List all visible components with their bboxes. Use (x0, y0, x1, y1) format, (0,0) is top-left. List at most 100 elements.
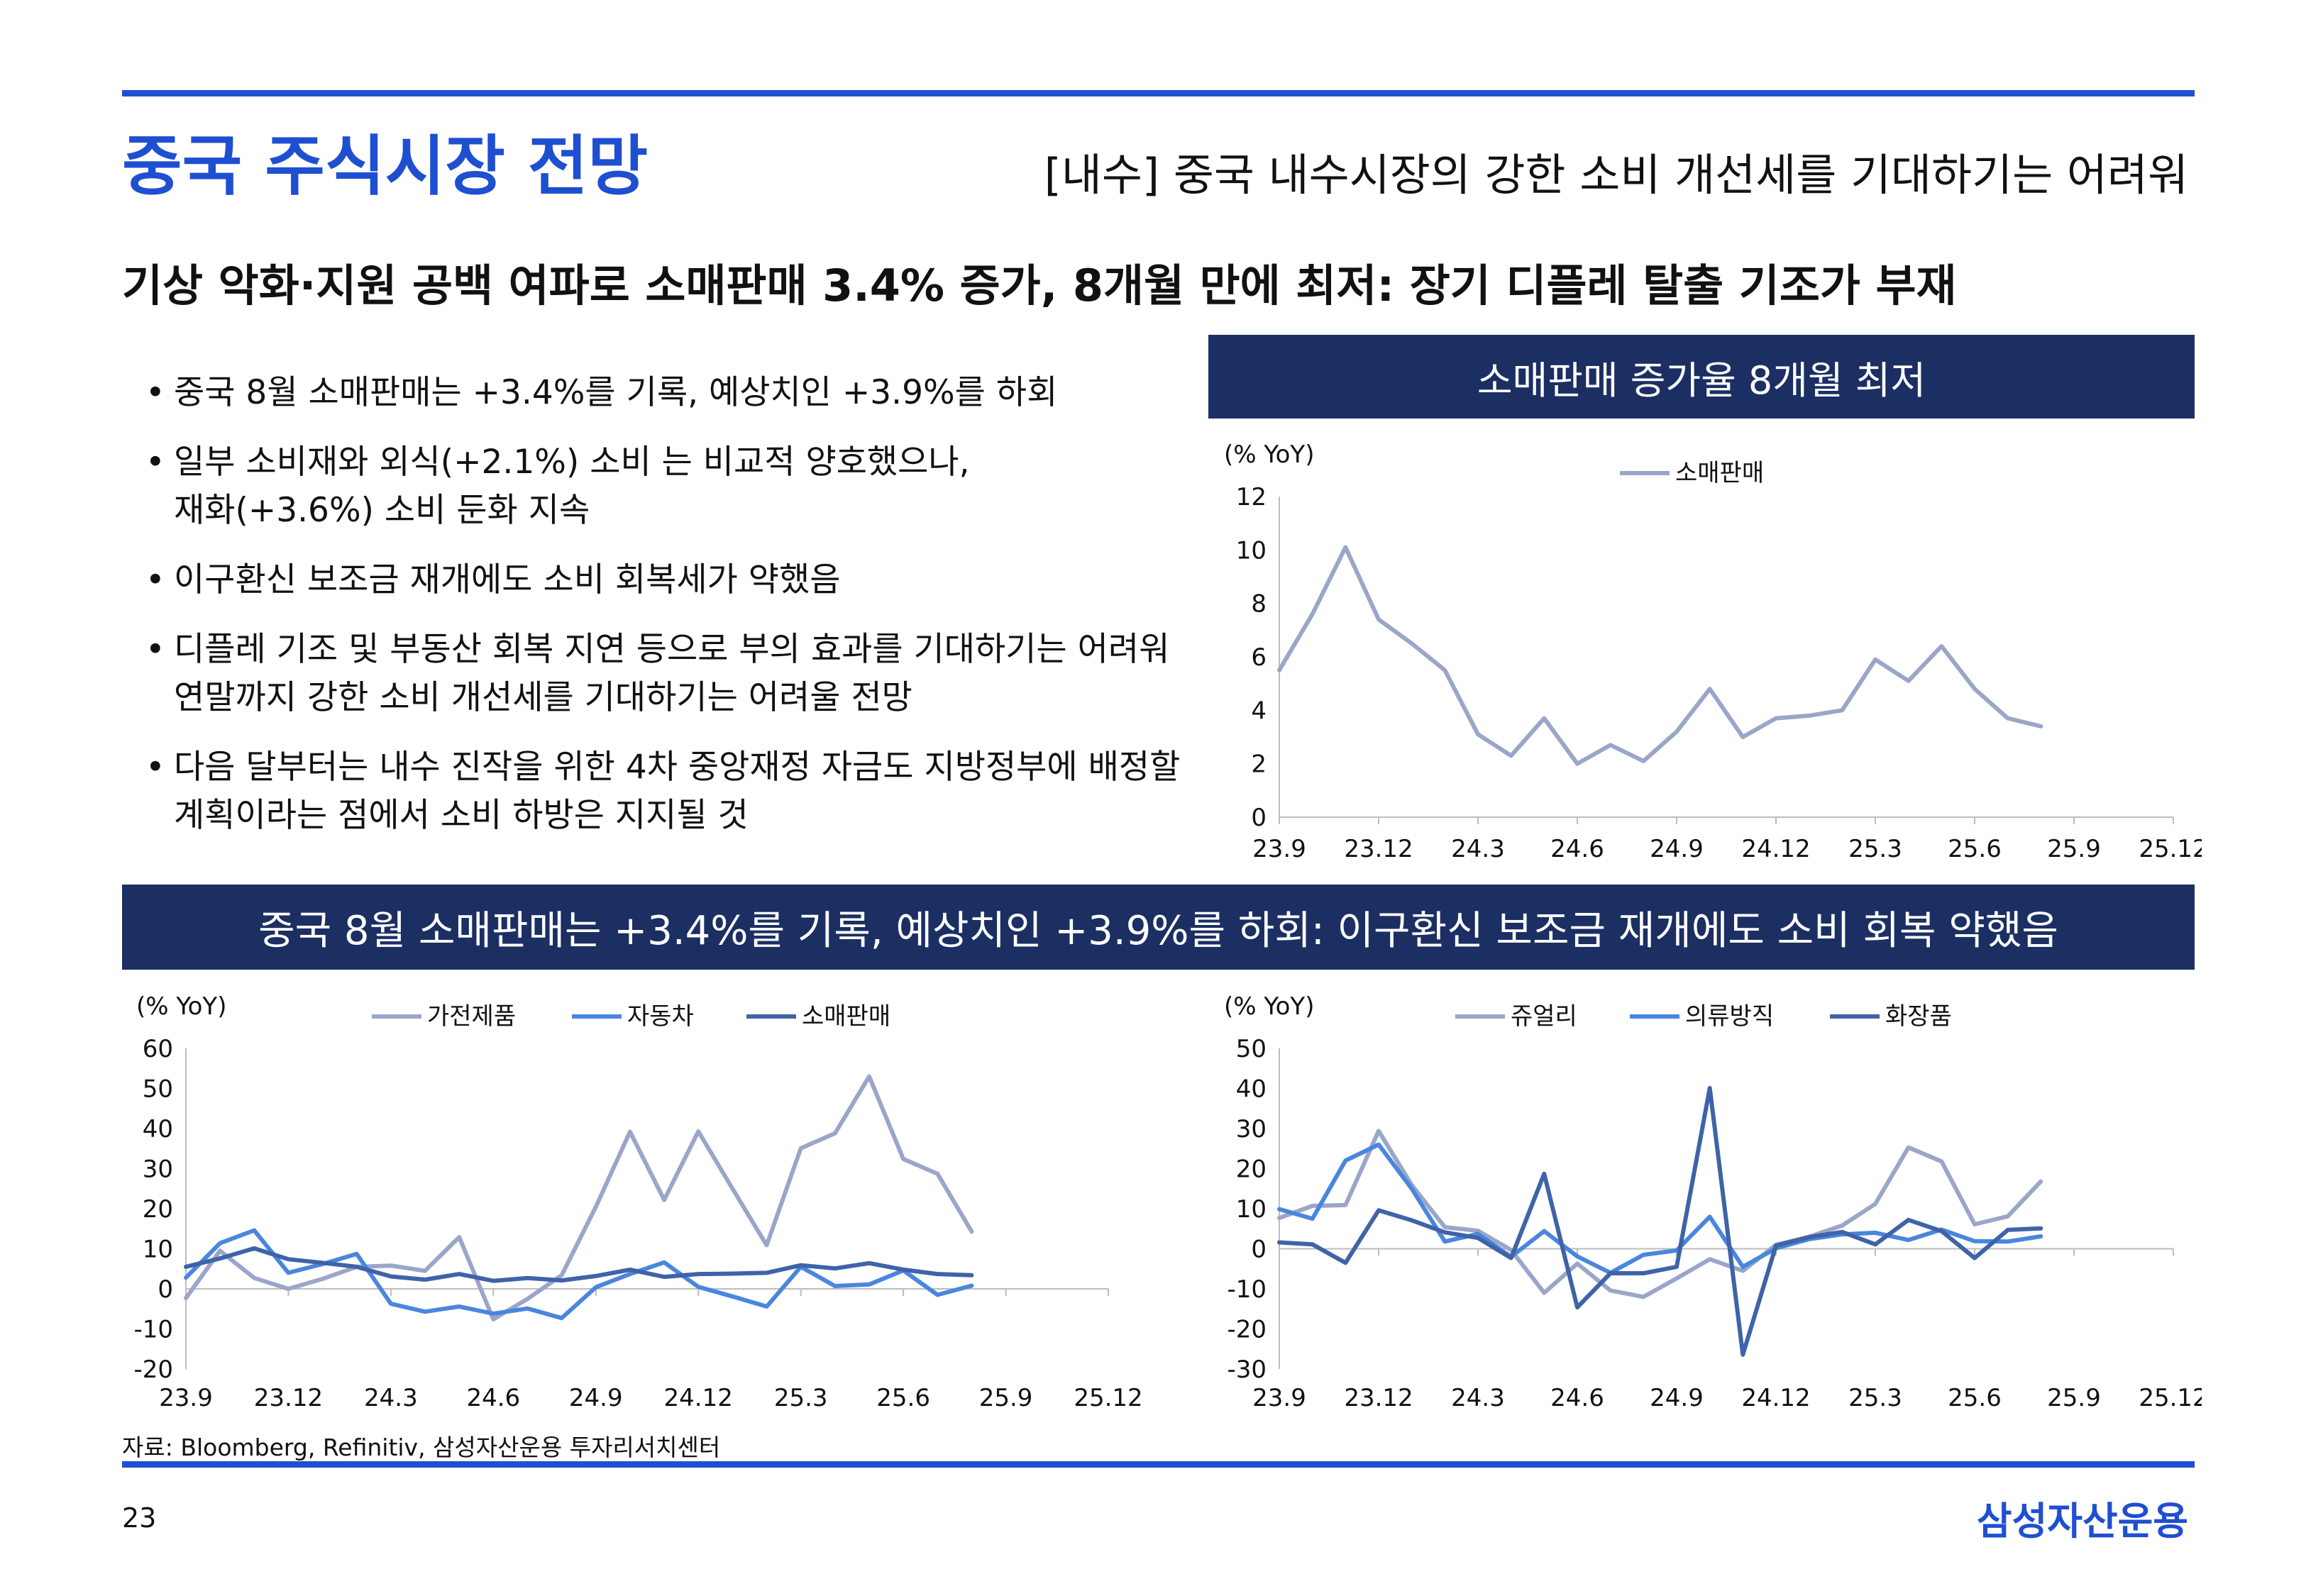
bullet-dot: • (145, 560, 165, 599)
x-tick-label: 25.3 (1848, 1384, 1902, 1412)
y-tick-label: 0 (1251, 1236, 1267, 1264)
x-tick-label: 24.3 (1451, 835, 1505, 863)
section-title: [내수] 중국 내수시장의 강한 소비 개선세를 기대하기는 어려워 (1044, 149, 2188, 201)
x-tick-label: 25.6 (876, 1384, 930, 1412)
source-note: 자료: Bloomberg, Refinitiv, 삼성자산운용 투자리서치센터 (122, 1434, 721, 1461)
bullet-list: • 중국 8월 소매판매는 +3.4%를 기록, 예상치인 +3.9%를 하회 • 일… (145, 369, 1188, 861)
y-tick-label: 20 (143, 1195, 173, 1224)
legend-label: 화장품 (1885, 1002, 1952, 1031)
x-tick-label: 25.12 (1074, 1384, 1142, 1412)
x-tick-label: 25.6 (1948, 1384, 2002, 1412)
legend-label: 소매판매 (802, 1002, 890, 1031)
series-line-2 (184, 1246, 974, 1283)
lower-charts-banner: 중국 8월 소매판매는 +3.4%를 기록, 예상치인 +3.9%를 하회: 이… (122, 885, 2195, 970)
x-tick-label: 23.9 (1252, 1384, 1306, 1412)
series-line-1 (184, 1228, 974, 1321)
y-tick-label: 6 (1251, 643, 1267, 672)
x-tick-label: 24.12 (1741, 1384, 1810, 1412)
bullet-item: • 이구환신 보조금 재개에도 소비 회복세가 약했음 (145, 556, 1188, 604)
x-tick-label: 25.9 (979, 1384, 1033, 1412)
bullet-text: 디플레 기조 및 부동산 회복 지연 등으로 부의 효과를 기대하기는 어려워 (174, 630, 1170, 669)
bullet-text: 일부 소비재와 외식(+2.1%) 소비 는 비교적 양호했으나, (174, 443, 970, 482)
brand-logo: 삼성자산운용 (1976, 1499, 2188, 1544)
x-tick-label: 24.9 (1650, 835, 1704, 863)
bullet-item: • 디플레 기조 및 부동산 회복 지연 등으로 부의 효과를 기대하기는 어려워… (145, 626, 1188, 722)
y-tick-label: 30 (1236, 1115, 1267, 1143)
y-tick-label: 60 (143, 1035, 173, 1063)
legend-label: 쥬얼리 (1511, 1002, 1577, 1031)
x-tick-label: 24.12 (1741, 835, 1810, 863)
y-tick-label: 12 (1236, 483, 1267, 511)
legend-label: 소매판매 (1675, 459, 1764, 487)
x-tick-label: 25.12 (2139, 835, 2202, 863)
y-tick-label: 8 (1251, 590, 1267, 619)
legend-label: 가전제품 (427, 1002, 516, 1031)
y-tick-label: -10 (1227, 1275, 1267, 1304)
x-tick-label: 24.9 (569, 1384, 623, 1412)
y-tick-label: 40 (1236, 1075, 1267, 1104)
bullet-dot: • (145, 373, 165, 412)
y-tick-label: 20 (1236, 1156, 1267, 1184)
chart-retail-sales: (% YoY) 0 2 4 6 8 10 12 23.9 23.12 24.3 24.6 24.9 24.… (1224, 440, 2202, 863)
legend-label: 자동차 (627, 1002, 694, 1031)
headline: 기상 악화·지원 공백 여파로 소매판매 3.4% 증가, 8개월 만에 최저:… (122, 260, 1957, 311)
y-tick-label: 0 (1251, 804, 1267, 832)
bullet-dot: • (145, 748, 165, 787)
x-tick-label: 24.9 (1650, 1384, 1704, 1412)
bullet-text: 연말까지 강한 소비 개선세를 기대하기는 어려울 전망 (174, 678, 912, 717)
x-tick-label: 25.3 (1848, 835, 1902, 863)
x-tick-label: 24.12 (664, 1384, 733, 1412)
x-tick-label: 23.9 (1252, 835, 1306, 863)
x-tick-label: 24.6 (466, 1384, 520, 1412)
x-tick-label: 25.9 (2047, 1384, 2101, 1412)
y-tick-label: 4 (1251, 697, 1267, 725)
bullet-dot: • (145, 443, 165, 482)
y-tick-label: 40 (143, 1115, 173, 1143)
y-tick-label: 2 (1251, 750, 1267, 779)
x-tick-label: 25.3 (774, 1384, 828, 1412)
bullet-text: 계획이라는 점에서 소비 하방은 지지될 것 (174, 796, 749, 835)
chart-jewelry-apparel-cosmetics: (% YoY) -30 -20 -10 0 10 20 30 40 50 23.9 23.12 24.3… (1224, 992, 2202, 1412)
y-tick-label: 0 (158, 1275, 173, 1304)
chart-appliances-autos: (% YoY) -20 -10 0 10 20 30 40 50 60 23.9 23.12 24.3 2… (133, 992, 1142, 1412)
bullet-item: • 다음 달부터는 내수 진작을 위한 4차 중앙재정 자금도 지방정부에 배정할… (145, 743, 1188, 840)
x-tick-label: 25.12 (2139, 1384, 2202, 1412)
bullet-item: • 일부 소비재와 외식(+2.1%) 소비 는 비교적 양호했으나, 재화(+3.… (145, 438, 1188, 535)
series-line-1 (1277, 1142, 2043, 1275)
y-axis-label: (% YoY) (1224, 440, 1314, 469)
bullet-dot: • (145, 630, 165, 669)
y-tick-label: 10 (143, 1236, 173, 1264)
x-tick-label: 23.12 (254, 1384, 323, 1412)
y-tick-label: -20 (1227, 1316, 1267, 1344)
x-tick-label: 24.6 (1550, 1384, 1604, 1412)
y-tick-label: -30 (1227, 1356, 1267, 1384)
y-tick-label: 10 (1236, 536, 1267, 565)
y-tick-label: -20 (133, 1356, 173, 1384)
page-number: 23 (122, 1502, 157, 1534)
x-tick-label: 24.3 (1451, 1384, 1505, 1412)
x-tick-label: 24.3 (364, 1384, 418, 1412)
bottom-rule (122, 1461, 2195, 1468)
chart1-banner: 소매판매 증가율 8개월 최저 (1208, 335, 2195, 419)
bullet-item: • 중국 8월 소매판매는 +3.4%를 기록, 예상치인 +3.9%를 하회 (145, 369, 1188, 417)
y-tick-label: -10 (133, 1316, 173, 1344)
page-title: 중국 주식시장 전망 (122, 128, 649, 204)
y-tick-label: 50 (143, 1075, 173, 1104)
bullet-text: 재화(+3.6%) 소비 둔화 지속 (174, 491, 590, 530)
y-tick-label: 10 (1236, 1195, 1267, 1224)
y-axis-label: (% YoY) (1224, 992, 1314, 1021)
series-line-0 (1277, 545, 2043, 766)
series-line-0 (184, 1074, 974, 1321)
x-tick-label: 25.6 (1948, 835, 2002, 863)
bullet-text: 다음 달부터는 내수 진작을 위한 4차 중앙재정 자금도 지방정부에 배정할 (174, 748, 1181, 787)
y-tick-label: 50 (1236, 1035, 1267, 1063)
x-tick-label: 24.6 (1550, 835, 1604, 863)
y-axis-label: (% YoY) (136, 992, 226, 1021)
x-tick-label: 23.12 (1344, 835, 1413, 863)
series-line-0 (1277, 1129, 2043, 1299)
series-line-2 (1277, 1085, 2043, 1357)
x-tick-label: 23.12 (1344, 1384, 1413, 1412)
x-tick-label: 23.9 (159, 1384, 213, 1412)
bullet-text: 이구환신 보조금 재개에도 소비 회복세가 약했음 (174, 560, 841, 599)
top-rule (122, 90, 2195, 96)
